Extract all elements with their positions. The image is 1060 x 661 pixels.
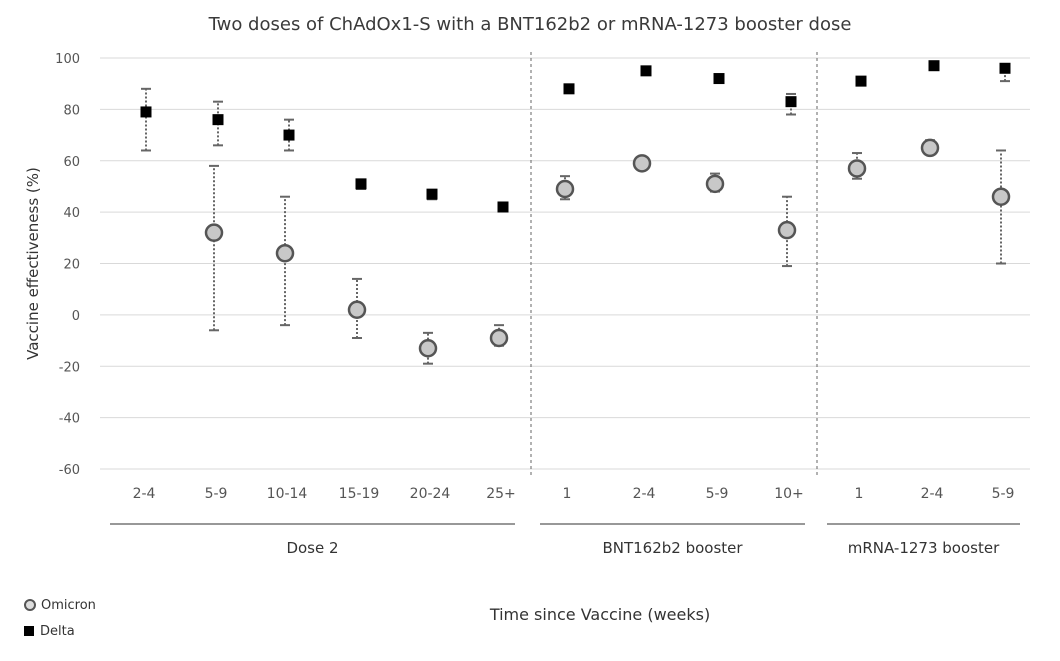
omicron-point <box>555 179 575 199</box>
x-tick-label: 2-4 <box>633 486 656 502</box>
delta-point <box>640 65 652 77</box>
delta-point <box>928 60 940 72</box>
delta-point <box>713 73 725 85</box>
legend-label-omicron: Omicron <box>41 597 96 613</box>
legend: Omicron Delta <box>24 592 96 644</box>
delta-point <box>497 201 509 213</box>
y-tick-label: -20 <box>59 360 80 375</box>
x-axis-label: Time since Vaccine (weeks) <box>489 605 711 624</box>
x-tick-label: 1 <box>563 486 572 502</box>
x-tick-label: 2-4 <box>133 486 156 502</box>
delta-point <box>785 96 797 108</box>
y-tick-label: 20 <box>63 258 80 273</box>
y-tick-label: -60 <box>59 463 80 478</box>
y-tick-label: -40 <box>59 412 80 427</box>
legend-item-omicron: Omicron <box>24 592 96 618</box>
delta-point <box>140 106 152 118</box>
x-tick-label: 1 <box>855 486 864 502</box>
omicron-point <box>920 138 940 158</box>
omicron-point <box>847 159 867 178</box>
omicron-point <box>347 300 367 319</box>
omicron-point <box>275 243 295 263</box>
y-tick-label: 0 <box>72 309 80 324</box>
omicron-point <box>204 223 224 242</box>
square-marker-icon <box>24 626 34 636</box>
x-tick-label: 5-9 <box>992 486 1015 502</box>
x-tick-label: 5-9 <box>205 486 228 502</box>
y-tick-label: 80 <box>63 103 80 118</box>
omicron-point <box>991 187 1011 206</box>
omicron-point <box>632 154 652 173</box>
omicron-point <box>777 220 797 240</box>
delta-point <box>563 83 575 95</box>
x-tick-label: 20-24 <box>410 486 451 502</box>
circle-marker-icon <box>24 599 36 611</box>
delta-point <box>426 188 438 200</box>
x-tick-label: 15-19 <box>339 486 380 502</box>
omicron-point <box>418 339 438 358</box>
group-label: mRNA-1273 booster <box>848 539 1000 557</box>
group-label: Dose 2 <box>286 539 338 557</box>
x-tick-label: 25+ <box>486 486 516 502</box>
omicron-point <box>489 328 509 348</box>
delta-point <box>283 129 295 141</box>
x-tick-label: 10+ <box>774 486 804 502</box>
delta-point <box>999 62 1011 74</box>
legend-item-delta: Delta <box>24 618 96 644</box>
y-axis-label: Vaccine effectiveness (%) <box>24 167 42 360</box>
chart-title: Two doses of ChAdOx1-S with a BNT162b2 o… <box>208 14 852 35</box>
y-tick-label: 40 <box>63 206 80 221</box>
group-label: BNT162b2 booster <box>602 539 743 557</box>
y-tick-label: 100 <box>55 52 80 67</box>
delta-point <box>212 114 224 126</box>
x-tick-label: 2-4 <box>921 486 944 502</box>
delta-point <box>855 75 867 87</box>
x-tick-label: 10-14 <box>267 486 308 502</box>
x-tick-label: 5-9 <box>706 486 729 502</box>
delta-point <box>355 178 367 190</box>
y-tick-label: 60 <box>63 155 80 170</box>
omicron-point <box>705 174 725 194</box>
legend-label-delta: Delta <box>40 623 75 639</box>
